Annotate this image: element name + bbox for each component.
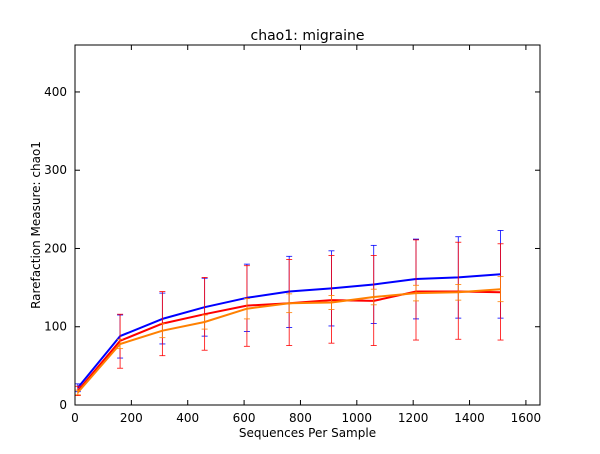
x-tick-label: 1000	[342, 411, 373, 425]
x-tick-label: 200	[120, 411, 143, 425]
plot-frame	[74, 44, 541, 406]
x-tick-label: 800	[289, 411, 312, 425]
x-tick-label: 1400	[454, 411, 485, 425]
x-tick-label: 600	[233, 411, 256, 425]
x-axis-label: Sequences Per Sample	[239, 426, 376, 440]
x-tick-label: 0	[71, 411, 79, 425]
x-tick-label: 1600	[511, 411, 542, 425]
series-layer	[74, 230, 504, 397]
y-tick-label: 0	[59, 398, 67, 412]
plot-area	[75, 45, 540, 405]
series-2	[74, 276, 504, 396]
chart-title: chao1: migraine	[251, 28, 365, 44]
y-tick-label: 200	[44, 241, 67, 255]
y-axis-label: Rarefaction Measure: chao1	[29, 141, 43, 309]
y-tick-label: 400	[44, 85, 67, 99]
x-tick-label: 400	[176, 411, 199, 425]
x-tick-label: 1200	[398, 411, 429, 425]
series-line	[77, 288, 501, 394]
y-tick-label: 100	[44, 320, 67, 334]
y-tick-label: 300	[44, 163, 67, 177]
